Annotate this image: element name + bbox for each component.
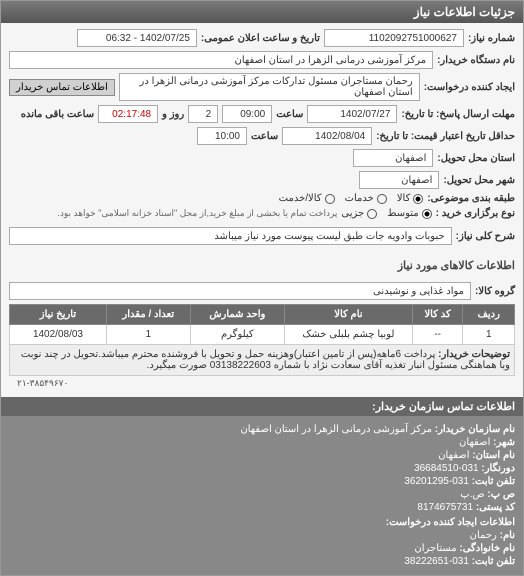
radio-khadamat[interactable]: خدمات: [345, 193, 387, 204]
desc-text: پرداخت 6ماهه(پس از تامین اعتبار)وهزینه ح…: [21, 349, 510, 371]
goods-table: ردیف کد کالا نام کالا واحد شمارش تعداد /…: [9, 304, 515, 376]
contact-city-label: شهر:: [493, 437, 515, 448]
min-delivery-label: حداقل تاریخ اعتبار قیمت: تا تاریخ:: [376, 131, 515, 142]
cphone-value: 031-38222651: [404, 556, 469, 567]
th-code: کد کالا: [412, 305, 463, 325]
table-row: 1 -- لوبیا چشم بلبلی خشک کیلوگرم 1 1402/…: [10, 325, 515, 345]
summary-field: حبوبات وادویه جات طبق لیست پیوست مورد نی…: [9, 227, 452, 245]
creator-title: اطلاعات ایجاد کننده درخواست:: [9, 517, 515, 528]
radio-small[interactable]: جزیی: [341, 208, 377, 219]
announce-label: تاریخ و ساعت اعلان عمومی:: [201, 33, 320, 44]
radio-middle[interactable]: متوسط: [387, 208, 431, 219]
fax-label: دورنگار:: [481, 463, 515, 474]
cell-date: 1402/08/03: [10, 325, 107, 345]
name-label: نام:: [500, 530, 515, 541]
contact-city-value: اصفهان: [459, 437, 490, 448]
contact-info-button[interactable]: اطلاعات تماس خریدار: [9, 79, 115, 96]
group-field: مواد غذایی و نوشیدنی: [9, 282, 471, 300]
footer-code: ۲۱-۳۸۵۴۹۶۷۰: [9, 376, 515, 391]
province-label: استان محل تحویل:: [437, 153, 515, 164]
th-qty: تعداد / مقدار: [106, 305, 190, 325]
cphone-label: تلفن ثابت:: [472, 556, 515, 567]
desc-cell: توضیحات خریدار: پرداخت 6ماهه(پس از تامین…: [10, 345, 515, 376]
group-label: گروه کالا:: [475, 286, 515, 297]
radio-dot-icon: [377, 194, 387, 204]
postal-label: کد پستی:: [476, 502, 515, 513]
contact-province-value: اصفهان: [438, 450, 469, 461]
min-delivery-time-field: 10:00: [197, 127, 247, 145]
th-unit: واحد شمارش: [190, 305, 285, 325]
request-no-field: 1102092751000627: [324, 29, 464, 47]
request-no-label: شماره نیاز:: [468, 33, 515, 44]
details-panel: جزئیات اطلاعات نیاز شماره نیاز: 11020927…: [0, 0, 524, 576]
family-label: نام خانوادگی:: [459, 543, 515, 554]
creator-field: رحمان مستاجران مسئول تدارکات مرکز آموزشی…: [119, 73, 420, 101]
reply-deadline-label: مهلت ارسال پاسخ: تا تاریخ:: [401, 109, 515, 120]
creator-label: ایجاد کننده درخواست:: [424, 82, 515, 93]
cell-unit: کیلوگرم: [190, 325, 285, 345]
reply-time-field: 09:00: [222, 105, 272, 123]
panel-title: جزئیات اطلاعات نیاز: [1, 1, 523, 23]
phone-label: تلفن ثابت:: [472, 476, 515, 487]
radio-dot-icon: [413, 194, 423, 204]
buyer-name-label: نام دستگاه خریدار:: [437, 55, 515, 66]
pobox-value: ص.پ: [460, 489, 484, 500]
radio-dot-icon: [422, 209, 432, 219]
cell-row: 1: [463, 325, 515, 345]
city-label: شهر محل تحویل:: [443, 175, 515, 186]
table-desc-row: توضیحات خریدار: پرداخت 6ماهه(پس از تامین…: [10, 345, 515, 376]
min-delivery-time-label: ساعت: [251, 131, 278, 142]
remaining-label: ساعت باقی مانده: [21, 109, 94, 120]
radio-kalakhadmat[interactable]: کالا/خدمت: [279, 193, 335, 204]
th-row: ردیف: [463, 305, 515, 325]
th-name: نام کالا: [285, 305, 413, 325]
radio-dot-icon: [325, 194, 335, 204]
radio-dot-icon: [367, 209, 377, 219]
remaining-days-field: 2: [188, 105, 218, 123]
contact-section: نام سازمان خریدار: مرکز آموزشی درمانی ال…: [1, 416, 523, 575]
postal-value: 8174675731: [417, 502, 473, 513]
remaining-days-label: روز و: [162, 109, 184, 120]
desc-label: توضیحات خریدار:: [438, 349, 510, 360]
goods-section-title: اطلاعات کالاهای مورد نیاز: [1, 255, 523, 276]
purchase-type-radio-group: متوسط جزیی: [341, 208, 431, 219]
buyer-name-field: مرکز آموزشی درمانی الزهرا در استان اصفها…: [9, 51, 433, 69]
category-radio-group: کالا خدمات کالا/خدمت: [279, 193, 424, 204]
org-value: مرکز آموزشی درمانی الزهرا در استان اصفها…: [240, 424, 432, 435]
reply-time-label: ساعت: [276, 109, 303, 120]
goods-section: گروه کالا: مواد غذایی و نوشیدنی ردیف کد …: [1, 276, 523, 397]
remaining-time-field: 02:17:48: [98, 105, 158, 123]
province-field: اصفهان: [353, 149, 433, 167]
purchase-note: پرداخت تمام یا بخشى از مبلغ خرید,از محل …: [57, 208, 337, 219]
fax-value: 031-36684510: [414, 463, 479, 474]
pobox-label: ص پ:: [487, 489, 515, 500]
name-value: رحمان: [470, 530, 497, 541]
phone-value: 031-36201295: [404, 476, 469, 487]
cell-code: --: [412, 325, 463, 345]
city-field: اصفهان: [359, 171, 439, 189]
cell-name: لوبیا چشم بلبلی خشک: [285, 325, 413, 345]
th-date: تاریخ نیاز: [10, 305, 107, 325]
table-header-row: ردیف کد کالا نام کالا واحد شمارش تعداد /…: [10, 305, 515, 325]
announce-field: 1402/07/25 - 06:32: [77, 29, 197, 47]
summary-label: شرح کلی نیاز:: [456, 231, 515, 242]
family-value: مستاجران: [414, 543, 456, 554]
contact-province-label: نام استان:: [472, 450, 515, 461]
reply-date-field: 1402/07/27: [307, 105, 397, 123]
form-section: شماره نیاز: 1102092751000627 تاریخ و ساع…: [1, 23, 523, 255]
min-delivery-date-field: 1402/08/04: [282, 127, 372, 145]
radio-kala[interactable]: کالا: [397, 193, 424, 204]
org-label: نام سازمان خریدار:: [435, 424, 515, 435]
category-label: طبقه بندی موضوعی:: [427, 193, 515, 204]
purchase-type-label: نوع برگزاری خرید :: [436, 208, 515, 219]
cell-qty: 1: [106, 325, 190, 345]
contact-title: اطلاعات تماس سازمان خریدار:: [1, 397, 523, 416]
